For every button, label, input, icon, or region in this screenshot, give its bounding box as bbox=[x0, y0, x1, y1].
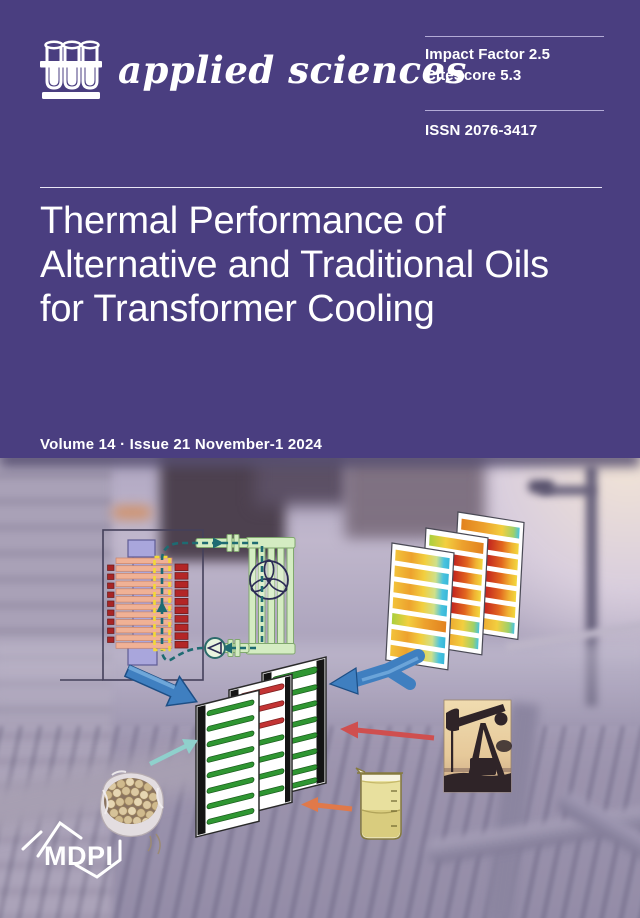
journal-name: applied sciences bbox=[118, 48, 467, 92]
transformer-schematic bbox=[60, 529, 296, 681]
cover-artwork: MDPI bbox=[0, 458, 640, 918]
flow-panel-front bbox=[195, 689, 260, 838]
metrics-top-rule bbox=[425, 36, 604, 37]
cover-header: applied sciences Impact Factor 2.5 CiteS… bbox=[0, 0, 640, 458]
heatmap-panels bbox=[385, 511, 525, 671]
title-line-1: Thermal Performance of bbox=[40, 200, 446, 242]
title-line-2: Alternative and Traditional Oils bbox=[40, 244, 549, 286]
warm-lights bbox=[112, 506, 152, 519]
flow-arrowheads bbox=[156, 537, 232, 654]
title-line-3: for Transformer Cooling bbox=[40, 288, 435, 330]
skyline-blend bbox=[0, 458, 640, 466]
citescore: CiteScore 5.3 bbox=[425, 67, 522, 84]
pump-icon bbox=[204, 637, 226, 659]
metrics-block: Impact Factor 2.5 CiteScore 5.3 ISSN 207… bbox=[425, 36, 604, 141]
publisher-logo: MDPI bbox=[21, 820, 122, 879]
building-red bbox=[345, 458, 485, 537]
radiator bbox=[245, 537, 296, 655]
impact-factor: Impact Factor 2.5 bbox=[425, 46, 551, 63]
flow-panels bbox=[195, 656, 327, 838]
winding-cells-right bbox=[174, 563, 189, 649]
arrow-transformer-to-panels bbox=[123, 664, 199, 707]
issn: ISSN 2076-3417 bbox=[425, 122, 538, 139]
title-rule bbox=[40, 187, 602, 188]
page-title: Thermal Performance of Alternative and T… bbox=[40, 199, 602, 331]
test-tubes-rack-icon bbox=[40, 40, 102, 99]
publisher-name: MDPI bbox=[44, 841, 114, 871]
oil-beaker bbox=[355, 767, 403, 840]
fan-icon bbox=[249, 559, 289, 600]
pipes bbox=[195, 534, 250, 657]
oil-pump-jack-photo bbox=[443, 699, 512, 793]
building-dark2 bbox=[255, 458, 350, 506]
street-lamp-head bbox=[528, 480, 554, 493]
soybean-sack bbox=[99, 770, 164, 855]
title-block: Thermal Performance of Alternative and T… bbox=[40, 187, 602, 331]
arrow-beaker-to-panels bbox=[301, 797, 353, 812]
metrics-bottom-rule bbox=[425, 110, 604, 111]
street-lamp-arm bbox=[538, 486, 594, 495]
graphical-abstract: MDPI bbox=[21, 511, 525, 879]
journal-logo-row: applied sciences bbox=[40, 40, 467, 100]
winding-discs bbox=[115, 557, 173, 649]
heatmap-panel-front bbox=[385, 542, 455, 671]
core-top bbox=[127, 539, 156, 558]
arrow-oil-to-panels bbox=[340, 721, 435, 741]
street-lamp-pole bbox=[586, 466, 597, 706]
arrow-heatmaps-to-panels bbox=[328, 649, 425, 695]
arrow-sack-to-panels bbox=[148, 739, 198, 767]
winding-cells-left bbox=[107, 564, 115, 643]
mdpi-open-hexagon-icon bbox=[21, 820, 122, 879]
core-bottom bbox=[127, 646, 158, 666]
issue-info: Volume 14 · Issue 21 November-1 2024 bbox=[40, 436, 323, 453]
